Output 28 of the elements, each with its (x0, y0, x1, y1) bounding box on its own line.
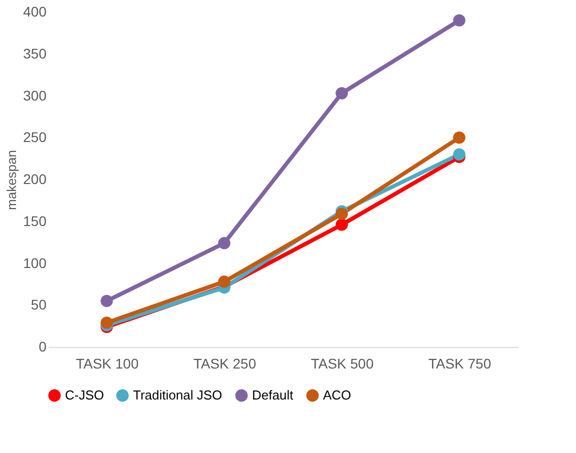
y-tick-label: 250 (23, 129, 47, 146)
y-tick-label: 0 (38, 338, 47, 354)
y-tick-label: 200 (23, 171, 47, 187)
legend-label: Traditional JSO (133, 388, 222, 403)
y-tick-label: 400 (23, 4, 47, 20)
x-tick-label: TASK 250 (193, 356, 256, 372)
y-tick-label: 50 (30, 296, 47, 313)
point (453, 132, 466, 144)
point (453, 14, 466, 26)
point (336, 218, 348, 231)
legend-label: Default (252, 388, 294, 403)
legend-label: ACO (323, 388, 352, 403)
y-tick-label: 100 (23, 254, 47, 271)
y-tick-label: 350 (23, 45, 47, 62)
x-tick-label: TASK 100 (76, 356, 139, 372)
point (218, 276, 230, 288)
y-tick-label: 150 (23, 212, 47, 229)
point (336, 87, 348, 100)
x-tick-label: TASK 750 (428, 356, 492, 372)
point (100, 316, 113, 329)
x-tick-label: TASK 500 (310, 356, 374, 372)
y-tick-label: 300 (23, 87, 47, 104)
point (100, 294, 113, 308)
point (453, 148, 466, 160)
point (336, 208, 348, 220)
y-axis-title: makespan (4, 150, 20, 210)
legend-label: C-JSO (65, 388, 104, 403)
point (218, 237, 230, 250)
